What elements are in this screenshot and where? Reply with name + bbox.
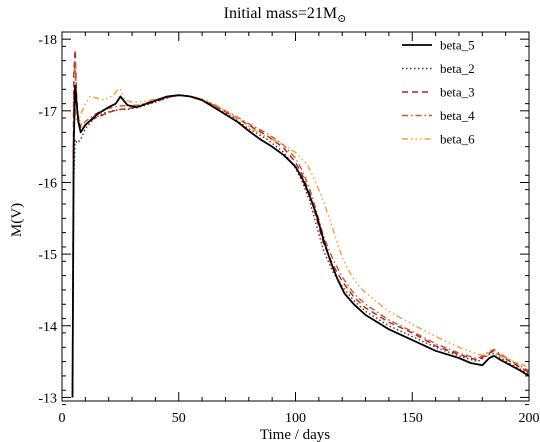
series-line-beta-5: [71, 84, 529, 398]
x-tick-label: 150: [402, 411, 423, 426]
legend-label: beta_5: [440, 38, 475, 53]
series-layer: [71, 49, 529, 398]
x-tick-label: 100: [285, 411, 306, 426]
y-tick-label: -14: [38, 320, 57, 335]
legend-label: beta_4: [440, 108, 475, 123]
legend: beta_5 beta_2 beta_3 beta_4 beta_6: [402, 38, 475, 147]
y-tick-label: -18: [38, 33, 57, 48]
plot-area: 0 50 100 150 200 -18 -17 -16 -15 -14 -13: [38, 31, 540, 426]
chart-title: Initial mass=21M⊙: [224, 5, 347, 25]
y-tick-label: -17: [38, 105, 57, 120]
y-tick-label: -13: [38, 391, 57, 406]
x-tick-label: 200: [519, 411, 540, 426]
x-axis-title: Time / days: [260, 427, 330, 442]
x-tick-label: 50: [172, 411, 186, 426]
series-line-beta-4: [71, 60, 529, 398]
legend-label: beta_6: [440, 132, 475, 147]
y-axis-title: M(V): [9, 203, 25, 237]
series-line-beta-6: [71, 88, 529, 398]
title-sun-subscript: ⊙: [337, 13, 346, 25]
tick-layer: 0 50 100 150 200 -18 -17 -16 -15 -14 -13: [38, 31, 540, 426]
legend-item-beta-6: beta_6: [402, 132, 475, 147]
legend-item-beta-3: beta_3: [402, 85, 475, 100]
x-tick-label: 0: [59, 411, 66, 426]
legend-label: beta_2: [440, 61, 475, 76]
legend-item-beta-5: beta_5: [402, 38, 475, 53]
series-line-beta-3: [71, 49, 529, 398]
chart-title-text: Initial mass=21M: [224, 5, 337, 22]
y-tick-label: -16: [38, 176, 57, 191]
legend-item-beta-4: beta_4: [402, 108, 475, 123]
y-tick-label: -15: [38, 248, 57, 263]
legend-label: beta_3: [440, 85, 475, 100]
legend-item-beta-2: beta_2: [402, 61, 475, 76]
